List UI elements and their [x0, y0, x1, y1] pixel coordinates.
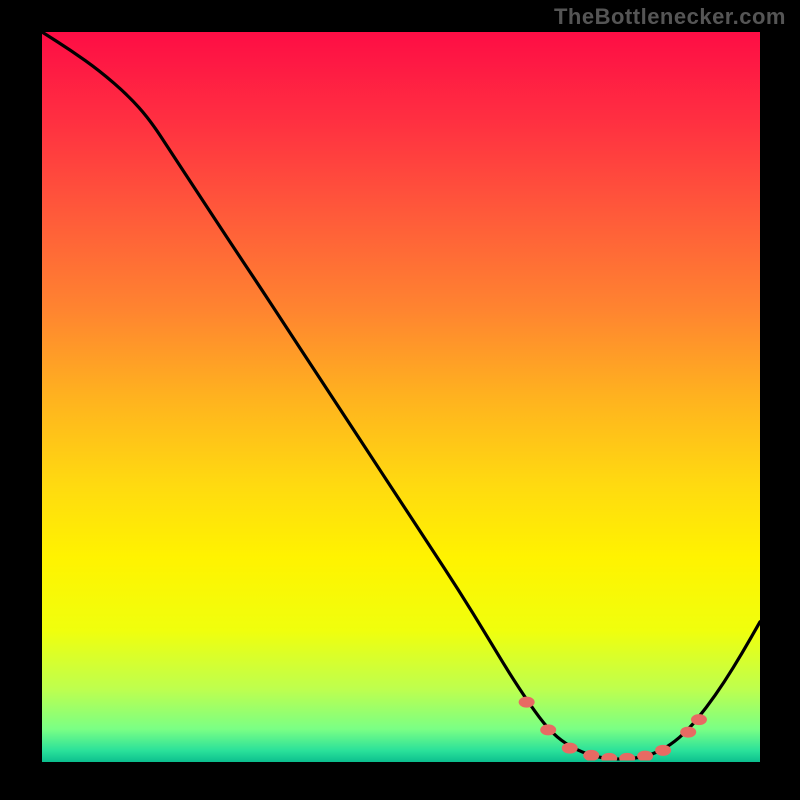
marker-dot — [540, 724, 556, 735]
marker-dot — [691, 714, 707, 725]
marker-dot — [680, 727, 696, 738]
marker-dot — [519, 697, 535, 708]
watermark-text: TheBottlenecker.com — [554, 4, 786, 30]
marker-dot — [637, 751, 653, 762]
marker-dot — [655, 745, 671, 756]
chart-container: TheBottlenecker.com — [0, 0, 800, 800]
plot-area — [42, 32, 760, 762]
marker-dot — [583, 750, 599, 761]
plot-svg — [42, 32, 760, 762]
marker-dot — [562, 743, 578, 754]
gradient-background — [42, 32, 760, 762]
